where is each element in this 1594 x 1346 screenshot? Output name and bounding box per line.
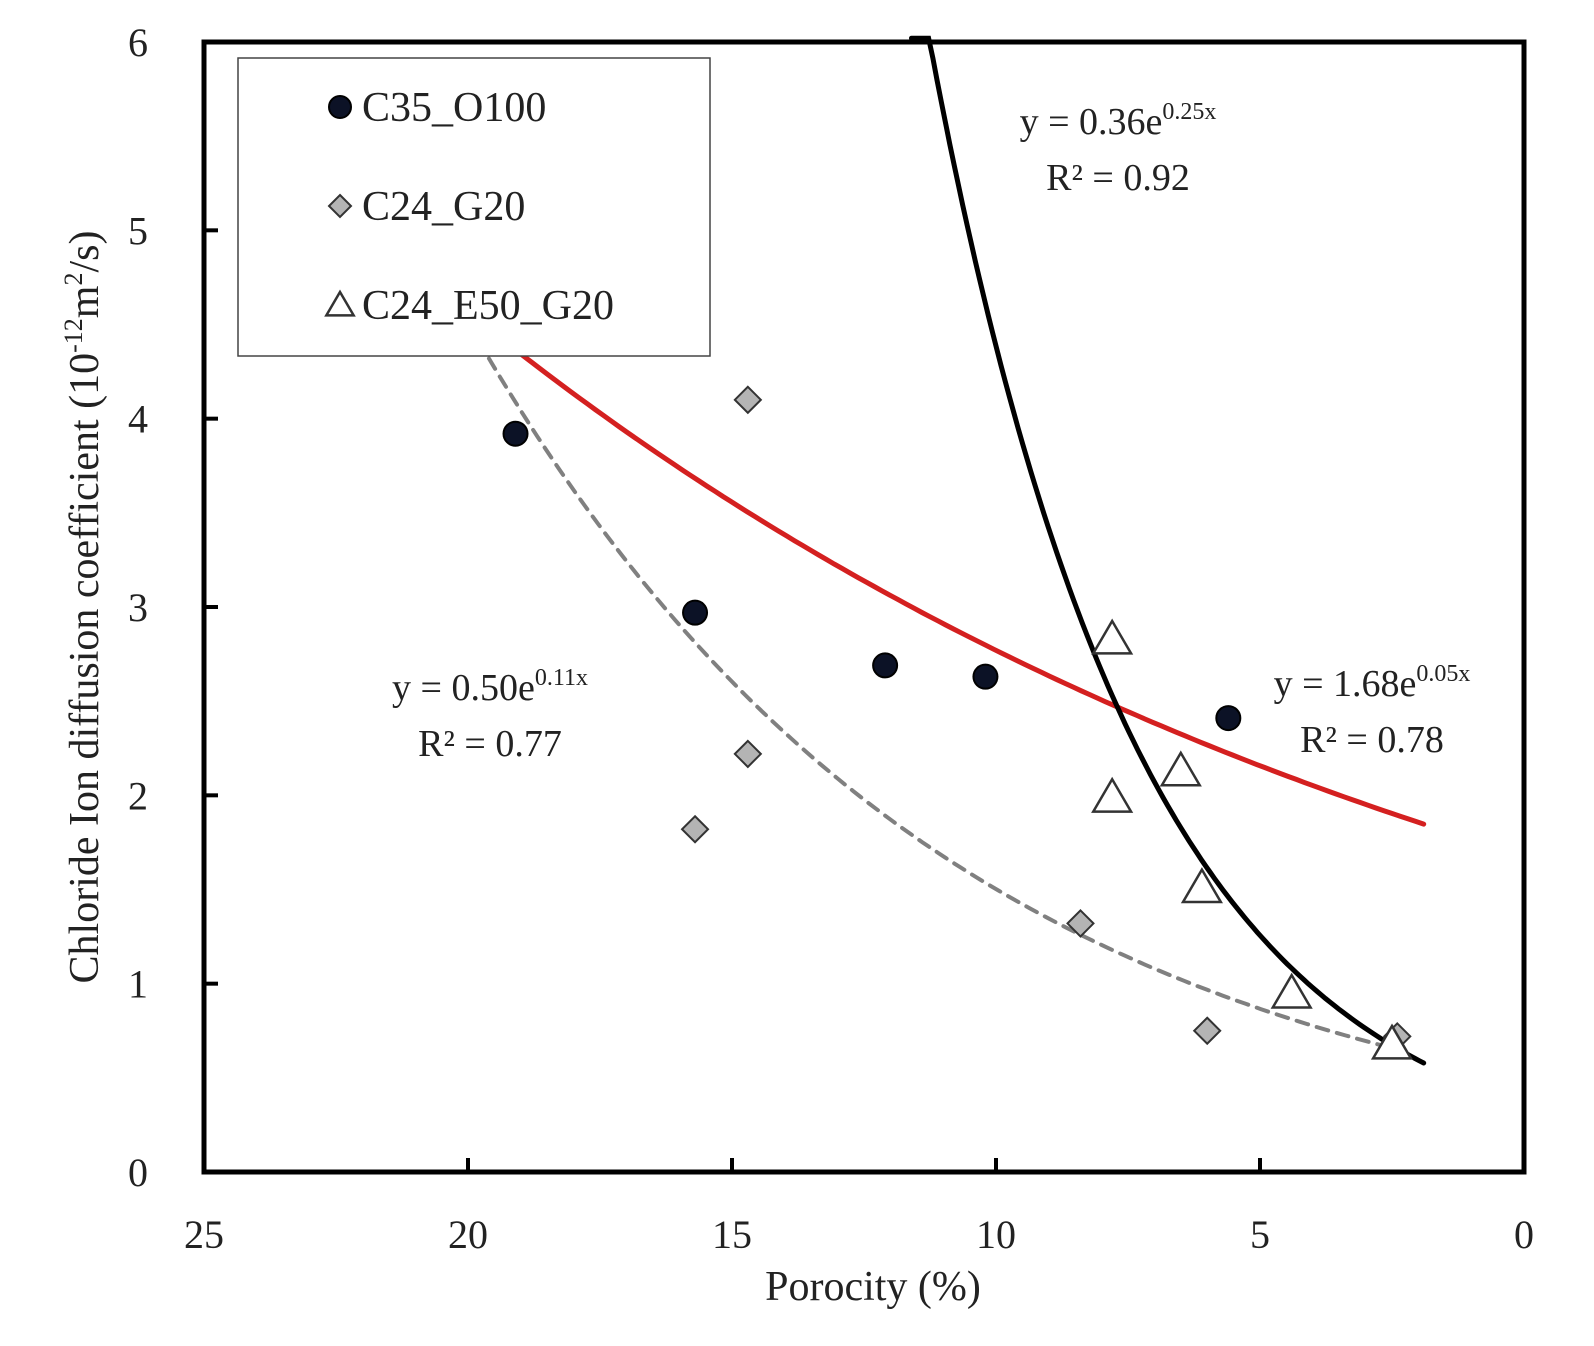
r-squared-c24-g20: R² = 0.77 (418, 723, 562, 765)
r-squared-c35-o100: R² = 0.78 (1300, 719, 1444, 761)
r-squared-c24-e50-g20: R² = 0.92 (1046, 157, 1190, 199)
y-tick-label: 1 (128, 962, 148, 1007)
point-c24-e50-g20 (1180, 867, 1223, 904)
x-tick-label: 25 (184, 1212, 224, 1257)
x-tick-label: 10 (976, 1212, 1016, 1257)
legend-label: C24_E50_G20 (362, 283, 614, 329)
y-tick-label: 6 (128, 20, 148, 65)
y-tick-label: 5 (128, 208, 148, 253)
x-axis-title: Porocity (%) (765, 1264, 981, 1310)
fit-curve-c35-o100 (465, 309, 1427, 827)
equation-c35-o100: y = 1.68e0.05x (1274, 661, 1471, 705)
legend-label: C35_O100 (362, 85, 546, 131)
point-c24-e50-g20 (1159, 750, 1202, 787)
fit-curve-c24-e50-g20 (909, 35, 1427, 1066)
point-c24-e50-g20 (1091, 618, 1134, 655)
point-c24-g20 (733, 385, 763, 415)
legend-box (237, 57, 711, 357)
point-c24-g20 (1066, 908, 1095, 938)
x-tick-label: 0 (1514, 1212, 1534, 1257)
y-tick-label: 2 (128, 773, 148, 818)
equation-c24-e50-g20: y = 0.36e0.25x (1020, 99, 1217, 143)
x-tick-label: 5 (1250, 1212, 1270, 1257)
point-c35-o100 (502, 420, 529, 447)
legend: C35_O100 C24_G20 C24_E50_G20 (237, 57, 711, 357)
y-axis-title-text: Chloride Ion diffusion coefficient (10-1… (59, 231, 108, 984)
x-tick-label: 15 (712, 1212, 752, 1257)
y-tick-label: 0 (128, 1150, 148, 1195)
x-tick-label: 20 (448, 1212, 488, 1257)
point-c35-o100 (872, 652, 899, 679)
equations: y = 1.68e0.05x R² = 0.78 y = 0.50e0.11x R² … (392, 99, 1470, 765)
fit-curve-c24-g20 (466, 320, 1394, 1050)
plot-border (201, 39, 1527, 1175)
point-c24-e50-g20 (1091, 776, 1134, 813)
y-axis-title: Chloride Ion diffusion coefficient (10-1… (59, 231, 108, 984)
legend-marker (328, 95, 352, 119)
point-c24-e50-g20 (1270, 972, 1313, 1009)
fit-curves (465, 35, 1427, 1066)
point-c35-o100 (972, 663, 999, 690)
legend-marker (324, 289, 356, 317)
legend-marker (327, 193, 353, 219)
y-tick-label: 3 (128, 585, 148, 630)
point-c24-g20 (733, 739, 763, 769)
plot-frame (201, 39, 1527, 1175)
equation-c24-g20: y = 0.50e0.11x (392, 665, 588, 709)
point-c24-g20 (680, 814, 710, 844)
point-c24-e50-g20 (1370, 1023, 1414, 1060)
point-c35-o100 (1215, 705, 1242, 732)
axis-ticks: 25 20 15 10 5 0 0 1 2 3 4 5 6 (128, 20, 1534, 1257)
legend-label: C24_G20 (362, 184, 525, 230)
point-c24-g20 (1192, 1016, 1222, 1046)
y-tick-label: 4 (128, 397, 148, 442)
point-c35-o100 (682, 599, 709, 626)
data-points (502, 385, 1414, 1060)
